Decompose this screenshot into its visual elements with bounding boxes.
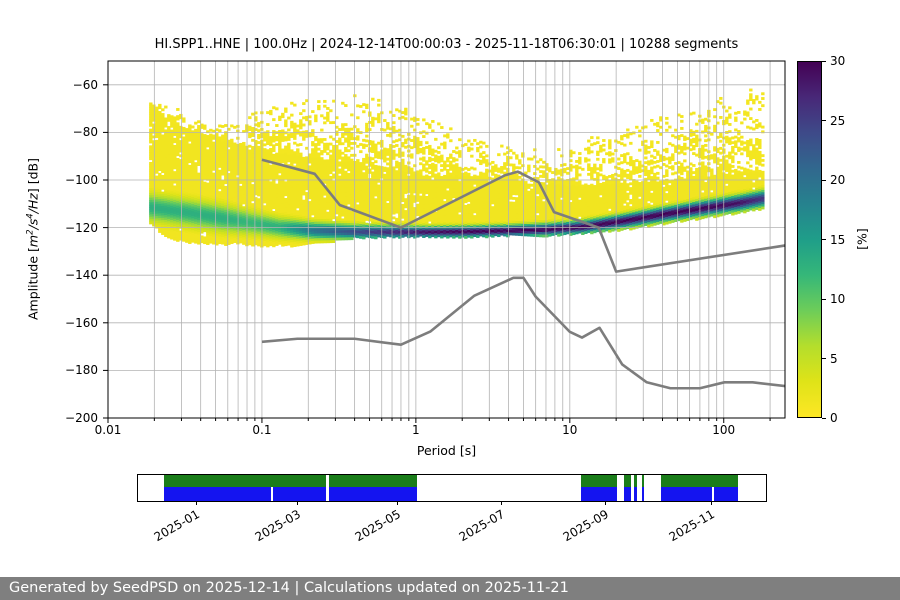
- timeline-segment: [642, 475, 645, 487]
- y-tick-label: −60: [72, 77, 98, 92]
- colorbar-tick-mark: [822, 120, 826, 121]
- plot-title: HI.SPP1..HNE | 100.0Hz | 2024-12-14T00:0…: [154, 37, 739, 52]
- timeline-segment: [164, 486, 418, 501]
- timeline-tick-label: 2025-01: [151, 507, 203, 545]
- timeline-segment: [634, 475, 637, 487]
- timeline-gap: [711, 486, 715, 501]
- colorbar-tick-mark: [822, 60, 826, 62]
- timeline-segment: [581, 486, 617, 501]
- y-tick-label: −200: [65, 411, 98, 425]
- timeline-tick-mark: [604, 501, 606, 505]
- y-tick-label: −80: [72, 125, 98, 140]
- timeline-tick-label: 2025-11: [666, 507, 717, 545]
- timeline-tick-label: 2025-05: [352, 507, 403, 545]
- colorbar-tick-label: 10: [830, 292, 846, 306]
- colorbar-tick-mark: [822, 417, 826, 419]
- x-tick-label: 100: [712, 423, 736, 437]
- ppsd-heatmap: [108, 61, 785, 418]
- timeline-segment: [661, 486, 738, 501]
- x-tick-label: 10: [562, 423, 578, 437]
- timeline-tick-mark: [196, 501, 198, 505]
- colorbar-tick-mark: [822, 179, 826, 181]
- y-tick-label: −120: [65, 220, 98, 235]
- x-axis-label: Period [s]: [416, 443, 477, 458]
- footer-bar: Generated by SeedPSD on 2025-12-14 | Cal…: [0, 577, 900, 600]
- timeline-tick-label: 2025-03: [252, 507, 303, 545]
- timeline-tick-label: 2025-07: [456, 507, 507, 545]
- colorbar-label: [%]: [854, 228, 870, 250]
- colorbar-tick-label: 0: [830, 411, 838, 425]
- timeline-segment: [642, 486, 645, 501]
- colorbar-tick-mark: [822, 358, 826, 359]
- timeline-segment: [623, 475, 631, 487]
- timeline-tick-mark: [500, 501, 502, 505]
- y-tick-label: −180: [65, 363, 98, 378]
- y-tick-label: −100: [65, 173, 98, 187]
- y-tick-label: −140: [65, 268, 98, 283]
- timeline-segment: [634, 486, 637, 501]
- colorbar-tick-label: 25: [830, 113, 846, 128]
- y-axis-label: Amplitude [m2/s4/Hz] [dB]: [25, 158, 41, 320]
- timeline-tick-mark: [710, 501, 712, 505]
- colorbar-tick-label: 20: [830, 173, 846, 187]
- timeline-tick-mark: [296, 501, 298, 505]
- timeline-segment: [164, 475, 418, 487]
- colorbar-tick-label: 30: [830, 54, 846, 68]
- x-tick-label: 1: [412, 423, 420, 437]
- x-tick-label: 0.01: [94, 423, 122, 437]
- colorbar: [797, 61, 822, 418]
- x-tick-label: 0.1: [252, 423, 272, 437]
- timeline-segment: [661, 475, 738, 487]
- timeline-gap: [325, 475, 329, 501]
- colorbar-tick-mark: [822, 298, 826, 300]
- colorbar-tick-label: 5: [830, 351, 838, 366]
- timeline-gap: [270, 486, 274, 501]
- colorbar-tick-mark: [822, 239, 826, 240]
- timeline-tick-label: 2025-09: [560, 507, 611, 545]
- timeline-segment: [623, 486, 631, 501]
- timeline-tick-mark: [396, 501, 398, 505]
- colorbar-tick-label: 15: [830, 232, 846, 247]
- availability-timeline: [137, 474, 767, 502]
- timeline-segment: [581, 475, 617, 487]
- y-tick-label: −160: [65, 315, 98, 330]
